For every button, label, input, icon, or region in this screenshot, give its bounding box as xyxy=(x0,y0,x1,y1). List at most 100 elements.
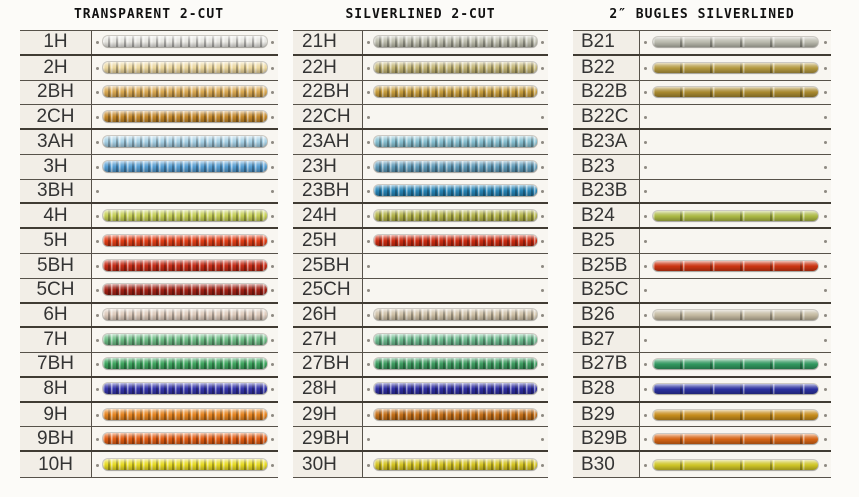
bead-strand-cell xyxy=(92,80,278,105)
thread-end-dot xyxy=(271,214,274,218)
bead-row: 29BH xyxy=(293,427,548,453)
bead-strand xyxy=(374,86,537,98)
bead-strand-cell xyxy=(363,130,548,154)
bead-row: 1H xyxy=(20,31,278,56)
bead-code-label: 9BH xyxy=(20,427,92,451)
bead-strand-cell xyxy=(92,55,278,80)
thread-end-dot xyxy=(824,339,827,343)
bead-strand xyxy=(374,408,537,420)
bead-strand xyxy=(374,160,537,172)
thread-end-dot xyxy=(96,339,99,343)
panel-title: TRANSPARENT 2-CUT xyxy=(73,7,225,22)
thread-end-dot xyxy=(96,264,99,268)
bead-row: 27H xyxy=(293,328,548,354)
bead-strand xyxy=(374,36,537,48)
bead-row: 3AH xyxy=(20,130,278,155)
bead-strand xyxy=(653,260,818,271)
bead-code-label: B27 xyxy=(573,328,640,353)
bead-code-label: 25H xyxy=(293,229,363,253)
bead-strand-cell xyxy=(92,130,278,154)
thread-end-dot xyxy=(824,190,827,194)
bead-strand xyxy=(103,432,267,444)
thread-end-dot xyxy=(271,240,274,244)
thread-end-dot xyxy=(644,437,647,441)
bead-strand-cell xyxy=(640,55,831,80)
bead-strand-cell xyxy=(640,452,831,477)
thread-end-dot xyxy=(367,41,370,45)
bead-row: B25C xyxy=(573,278,831,304)
bead-code-label: B25 xyxy=(573,229,640,253)
thread-end-dot xyxy=(644,289,647,293)
bead-strand xyxy=(103,110,267,122)
bead-row: 7H xyxy=(20,328,278,354)
thread-end-dot xyxy=(367,240,370,244)
thread-end-dot xyxy=(644,190,647,194)
bead-strand-cell xyxy=(92,105,278,129)
bead-strand-cell xyxy=(92,328,278,353)
bead-strand xyxy=(653,459,818,470)
thread-end-dot xyxy=(644,240,647,244)
bead-code-label: B22B xyxy=(573,80,640,105)
bead-row: 4H xyxy=(20,204,278,230)
bead-strand xyxy=(374,235,537,247)
bead-row: 5CH xyxy=(20,278,278,304)
bead-code-label: B25C xyxy=(573,278,640,302)
bead-row: B28 xyxy=(573,377,831,403)
thread-end-dot xyxy=(644,363,647,367)
bead-row: 29H xyxy=(293,402,548,428)
bead-strand xyxy=(103,259,267,271)
bead-row: 3H xyxy=(20,154,278,180)
thread-end-dot xyxy=(541,214,544,218)
thread-end-dot xyxy=(541,165,544,169)
bead-code-label: 25BH xyxy=(293,254,363,278)
thread-end-dot xyxy=(367,91,370,95)
bead-row: 5H xyxy=(20,229,278,254)
bead-strand xyxy=(374,334,537,346)
bead-strand-cell xyxy=(640,278,831,302)
bead-strand-cell xyxy=(92,452,278,477)
bead-code-label: 24H xyxy=(293,204,363,228)
thread-end-dot xyxy=(541,363,544,367)
bead-row: B23A xyxy=(573,130,831,155)
bead-strand xyxy=(103,383,267,395)
bead-code-label: 9H xyxy=(20,402,92,427)
bead-strand-cell xyxy=(92,204,278,228)
bead-row: 10H xyxy=(20,452,278,477)
thread-end-dot xyxy=(367,413,370,417)
bead-row: B25 xyxy=(573,229,831,254)
bead-code-label: 23H xyxy=(293,154,363,179)
thread-end-dot xyxy=(644,413,647,417)
bead-code-label: 25CH xyxy=(293,278,363,302)
bead-strand xyxy=(653,384,818,395)
thread-end-dot xyxy=(367,463,370,467)
bead-strand-cell xyxy=(640,31,831,54)
bead-row: 30H xyxy=(293,452,548,477)
bead-row: B30 xyxy=(573,452,831,477)
thread-end-dot xyxy=(367,66,370,70)
thread-end-dot xyxy=(644,41,647,45)
thread-end-dot xyxy=(541,289,544,293)
bead-code-label: 2H xyxy=(20,55,92,80)
bead-strand-cell xyxy=(363,402,548,427)
thread-end-dot xyxy=(367,165,370,169)
thread-end-dot xyxy=(271,165,274,169)
thread-end-dot xyxy=(96,363,99,367)
thread-end-dot xyxy=(824,165,827,169)
bead-strand-cell xyxy=(640,204,831,228)
bead-strand-cell xyxy=(363,427,548,451)
bead-row: 28H xyxy=(293,377,548,403)
thread-end-dot xyxy=(96,437,99,441)
bead-strand-cell xyxy=(363,204,548,228)
bead-code-label: B30 xyxy=(573,452,640,477)
bead-code-label: 3H xyxy=(20,154,92,179)
bead-code-label: B21 xyxy=(573,31,640,54)
bead-code-label: B28 xyxy=(573,377,640,401)
thread-end-dot xyxy=(644,463,647,467)
bead-row: 27BH xyxy=(293,353,548,378)
thread-end-dot xyxy=(367,140,370,144)
thread-end-dot xyxy=(541,66,544,70)
thread-end-dot xyxy=(271,289,274,293)
thread-end-dot xyxy=(367,363,370,367)
thread-end-dot xyxy=(96,66,99,70)
